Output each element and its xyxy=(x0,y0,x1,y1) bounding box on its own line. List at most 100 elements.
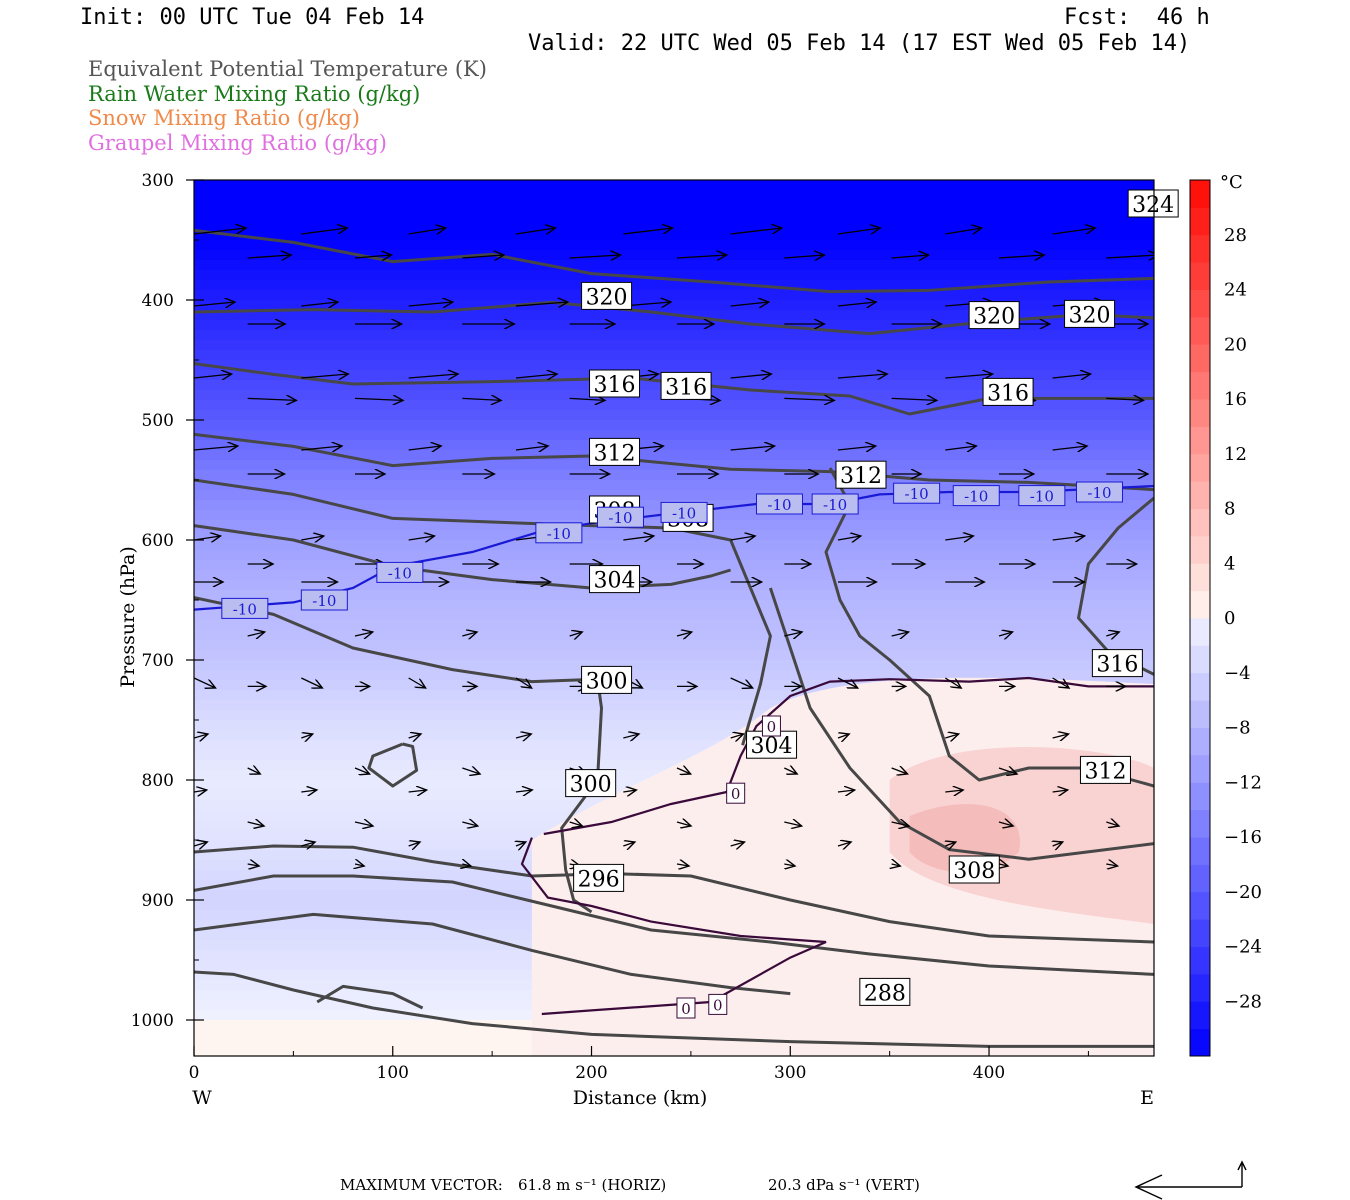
y-tick-label: 1000 xyxy=(131,1011,174,1031)
isotherm-label: -10 xyxy=(608,509,632,527)
wind-vector xyxy=(945,842,955,846)
wind-vector xyxy=(301,536,323,540)
theta-e-label: 316 xyxy=(665,375,707,400)
theta-e-contour xyxy=(194,300,1154,336)
wind-vector xyxy=(1052,228,1096,235)
shade-band xyxy=(194,540,1154,551)
colorbar-segment xyxy=(1190,234,1210,263)
x-tick-label: 400 xyxy=(973,1063,1005,1083)
y-tick-label: 800 xyxy=(142,771,174,791)
theta-e-contour xyxy=(824,467,1154,788)
colorbar-segment xyxy=(1190,399,1210,427)
shade-band xyxy=(194,620,1154,631)
wind-vector xyxy=(194,734,208,738)
colorbar-segment xyxy=(1190,316,1210,345)
colorbar-segment xyxy=(1190,344,1210,373)
wind-vector xyxy=(301,790,316,792)
wind-vector xyxy=(569,398,605,400)
x-axis-east: E xyxy=(1140,1087,1154,1109)
theta-e-contour xyxy=(367,742,419,788)
wind-vector xyxy=(408,228,446,234)
isotherm-label-box xyxy=(376,561,424,583)
isotherm-label-box xyxy=(952,485,1000,507)
colorbar-tick-label: 8 xyxy=(1224,499,1235,520)
wind-vector xyxy=(837,446,876,450)
isotherm-label: -10 xyxy=(905,485,929,503)
colorbar-tick-label: −8 xyxy=(1224,718,1251,739)
wind-vector xyxy=(998,632,1013,636)
theta-e-label: 316 xyxy=(987,381,1029,406)
shade-band xyxy=(194,690,1154,701)
wind-vector xyxy=(194,677,215,688)
wind-vector xyxy=(354,398,403,400)
wind-vector xyxy=(837,842,851,846)
wind-vector xyxy=(730,302,769,306)
colorbar-segment xyxy=(1190,563,1210,592)
isotherm-zero xyxy=(520,837,827,1016)
wind-vectors xyxy=(194,228,1154,866)
wind-vector xyxy=(462,632,477,636)
wind-vector xyxy=(1052,734,1069,738)
wind-vector xyxy=(676,822,691,826)
isotherm-label-box xyxy=(1018,485,1066,507)
shade-band xyxy=(194,200,1154,211)
wind-vector xyxy=(247,398,297,400)
colorbar-segment xyxy=(1190,782,1210,811)
wind-vector xyxy=(462,822,477,826)
isotherm-label: -10 xyxy=(547,525,571,543)
colorbar-tick-label: 16 xyxy=(1224,389,1247,410)
wind-vector xyxy=(301,302,338,306)
max-vector-vert: 20.3 dPa s⁻¹ (VERT) xyxy=(768,1176,920,1194)
isotherm-label: -10 xyxy=(1087,484,1111,502)
shade-band xyxy=(194,270,1154,281)
theta-e-label-box xyxy=(968,301,1020,330)
colorbar-segment xyxy=(1190,180,1210,208)
wind-vector xyxy=(1052,446,1087,450)
isotherm-label-box xyxy=(596,506,644,528)
isotherm-label-box xyxy=(300,589,348,611)
theta-e-label: 288 xyxy=(864,981,906,1006)
shade-band xyxy=(194,240,1154,251)
colorbar-tick-label: −28 xyxy=(1224,991,1262,1012)
wind-vector xyxy=(1106,255,1154,258)
isotherm-label-box xyxy=(535,522,583,544)
valid-time: Valid: 22 UTC Wed 05 Feb 14 (17 EST Wed … xyxy=(528,31,1191,56)
x-tick-label: 300 xyxy=(774,1063,806,1083)
y-tick-label: 700 xyxy=(142,651,174,671)
shade-band xyxy=(194,660,1154,671)
colorbar-segment xyxy=(1190,481,1210,509)
wind-vector xyxy=(301,228,347,235)
isotherm-label: -10 xyxy=(388,564,412,582)
shade-band xyxy=(194,700,1154,711)
wind-vector xyxy=(623,790,636,792)
wind-vector xyxy=(730,374,772,378)
isotherm-label: -10 xyxy=(233,600,257,618)
shade-band xyxy=(194,600,1154,611)
wind-vector xyxy=(247,255,291,258)
wind-vector xyxy=(837,228,880,235)
shade-band xyxy=(194,300,1154,311)
colorbar-tick-label: −20 xyxy=(1224,882,1262,903)
theta-e-label: 308 xyxy=(953,859,995,884)
wind-vector xyxy=(676,255,727,258)
colorbar-tick-label: −4 xyxy=(1224,663,1251,684)
wind-vector xyxy=(730,536,755,540)
colorbar-segment xyxy=(1190,754,1210,783)
wind-vector xyxy=(1052,536,1085,540)
wind-vector xyxy=(1106,398,1143,400)
x-axis-west: W xyxy=(192,1087,212,1109)
wind-vector xyxy=(516,842,526,846)
shade-band xyxy=(194,230,1154,241)
shade-band xyxy=(194,480,1154,491)
legend-graupel: Graupel Mixing Ratio (g/kg) xyxy=(88,131,387,155)
colorbar-segment xyxy=(1190,426,1210,455)
theta-e-label-box xyxy=(589,437,641,466)
wind-vector xyxy=(515,790,532,792)
theta-e-label: 296 xyxy=(578,867,620,892)
wind-vector xyxy=(247,864,259,866)
wind-vector xyxy=(354,632,373,636)
theta-e-contour xyxy=(194,912,791,996)
wind-vector xyxy=(945,734,958,738)
colorbar-segment xyxy=(1190,864,1210,893)
shade-band xyxy=(194,750,1154,761)
